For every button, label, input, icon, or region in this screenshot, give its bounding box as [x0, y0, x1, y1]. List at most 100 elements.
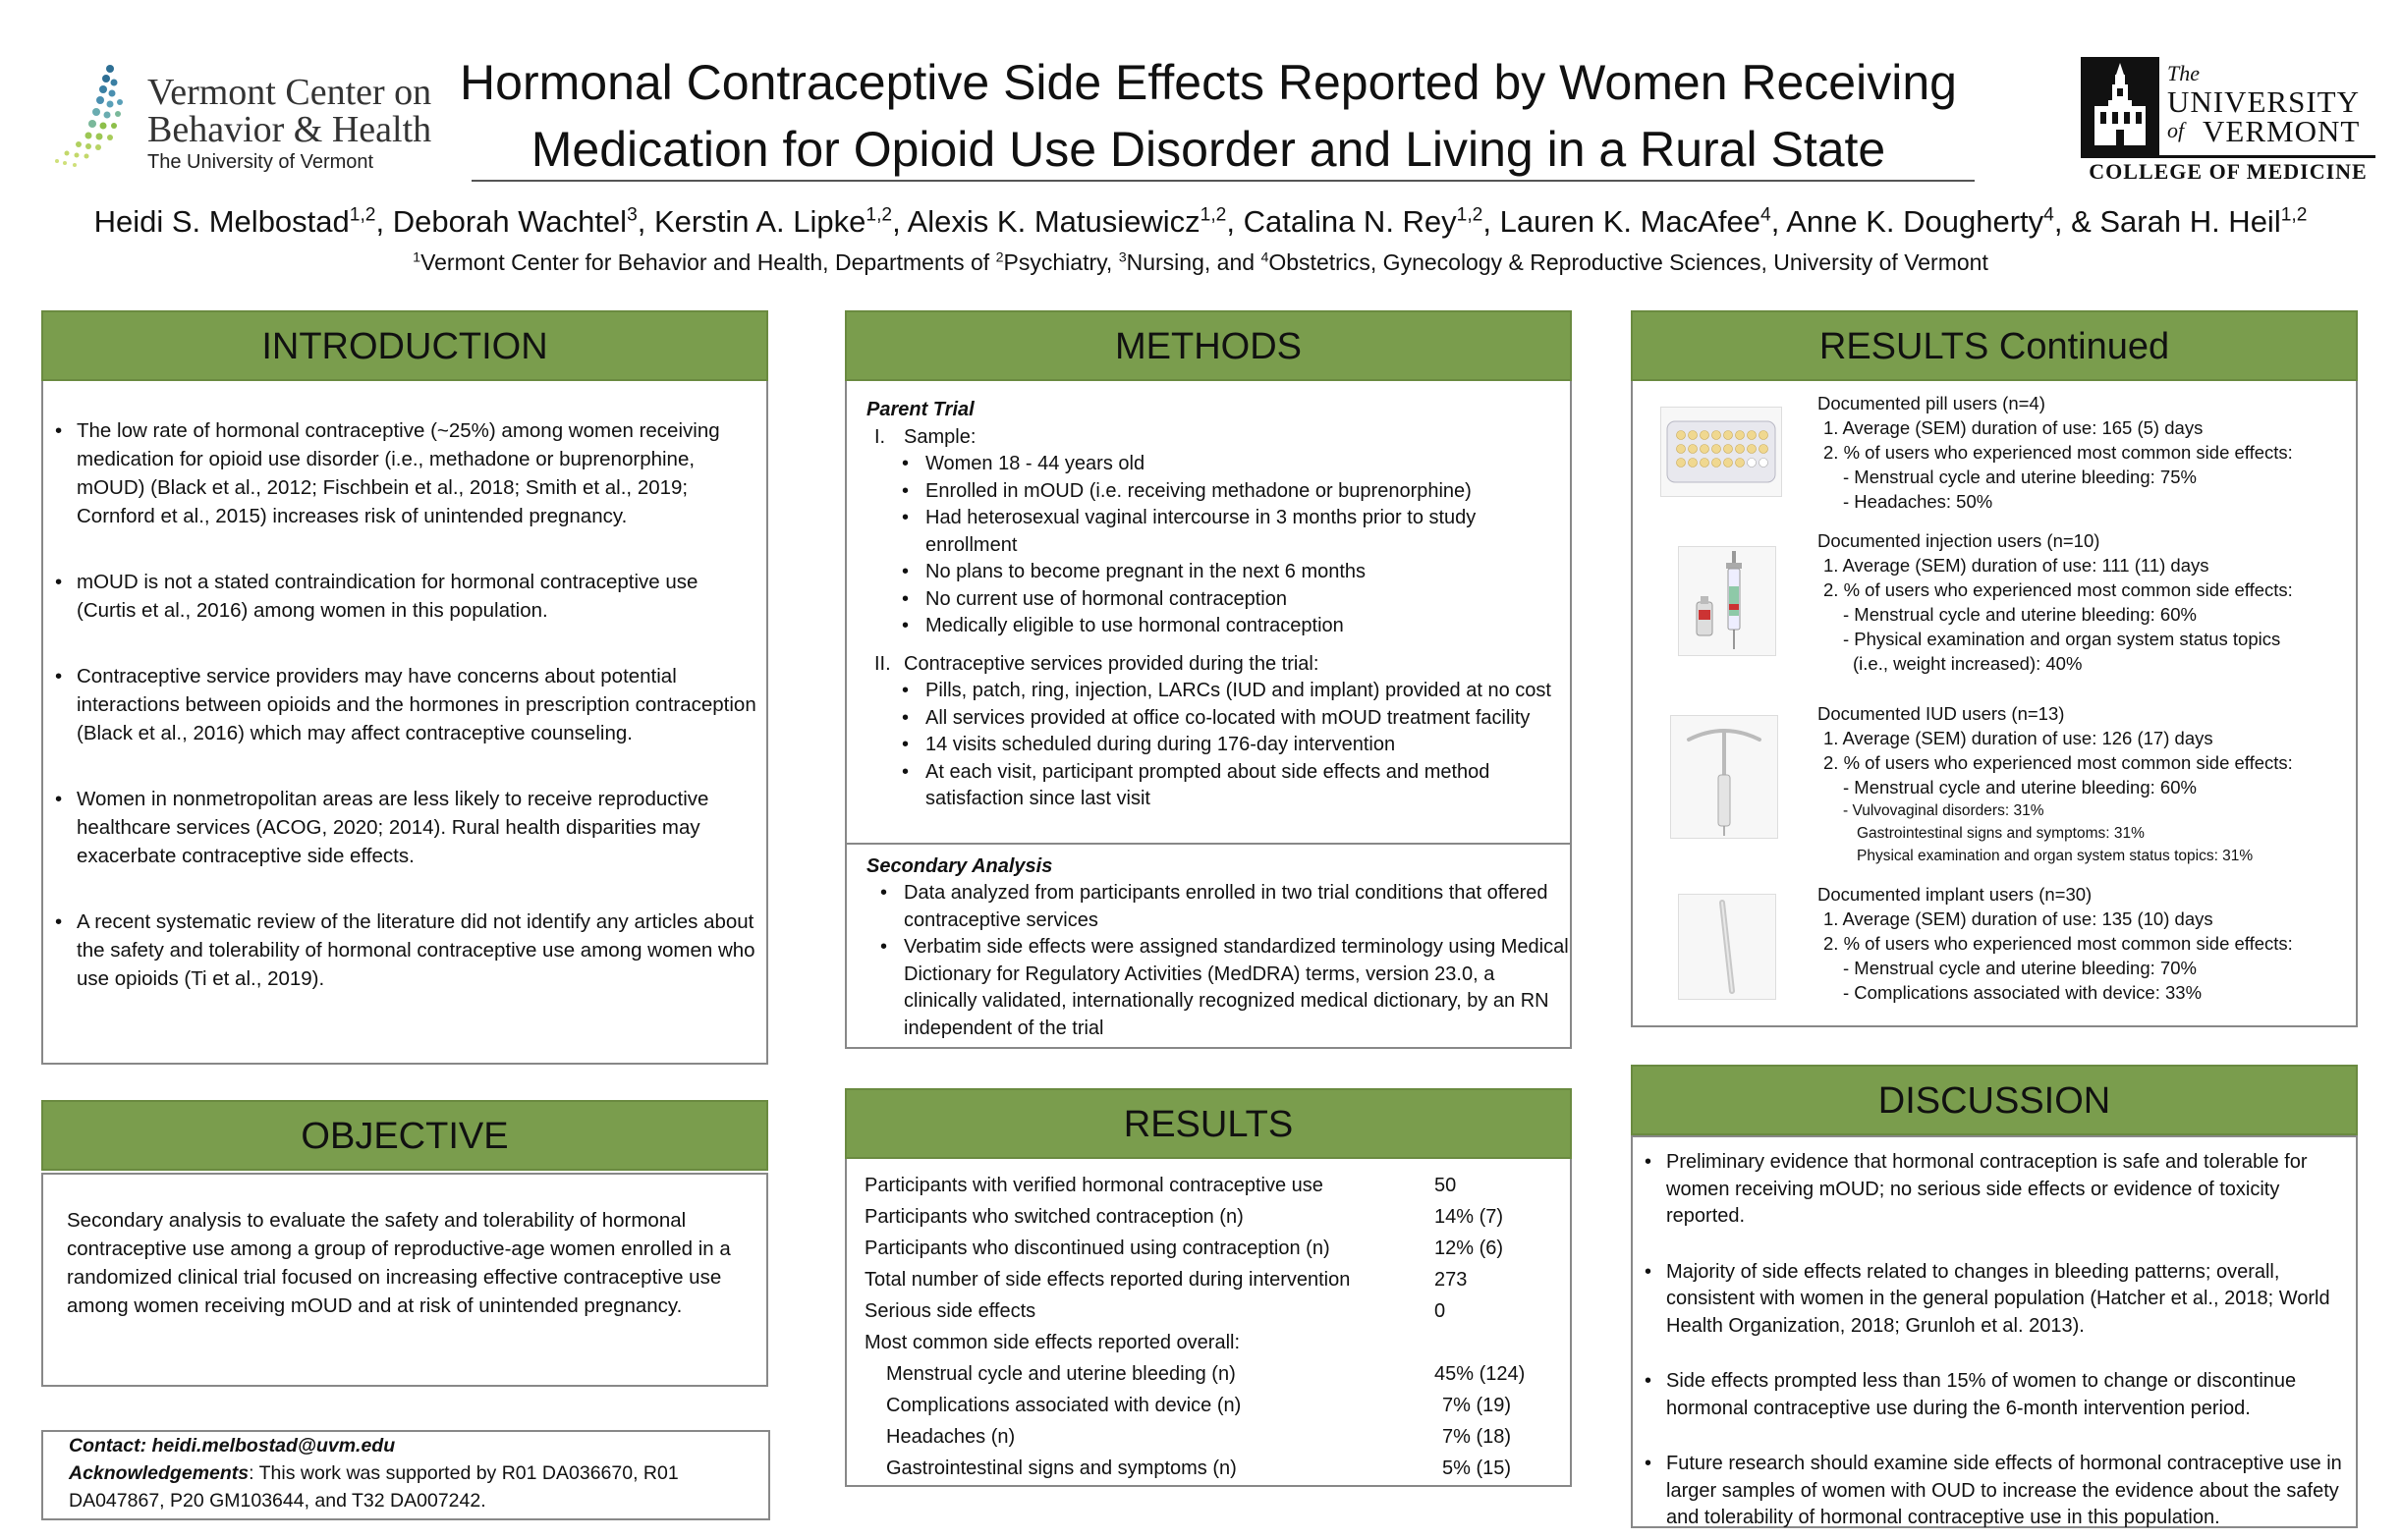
methods-heading: METHODS — [845, 310, 1572, 381]
list-item: Enrolled in mOUD (i.e. receiving methado… — [866, 478, 1569, 506]
vcbh-dots-icon — [55, 65, 123, 167]
table-row-label: Most common side effects reported overal… — [865, 1332, 1241, 1353]
list-item: The low rate of hormonal contraceptive (… — [51, 416, 758, 530]
iud-icon — [1687, 729, 1761, 836]
methods-divider — [845, 843, 1572, 845]
table-row-value: 12% (6) — [1434, 1238, 1504, 1259]
list-item: - Headaches: 50% — [1843, 491, 1993, 512]
pill-pack-image — [1660, 407, 1782, 497]
introduction-list: The low rate of hormonal contraceptive (… — [51, 416, 758, 1030]
pill-users-block: Documented pill users (n=4) 1. Average (… — [1817, 391, 2348, 514]
author: Catalina N. Rey1,2, — [1243, 204, 1500, 239]
pill-users-title: Documented pill users (n=4) — [1817, 393, 2045, 413]
poster-title: Hormonal Contraceptive Side Effects Repo… — [432, 49, 1984, 183]
vcbh-logo-line2: Behavior & Health — [147, 109, 432, 150]
uvm-logo-vermont: VERMONT — [2203, 114, 2361, 148]
contact-email: Contact: heidi.melbostad@uvm.edu — [69, 1435, 396, 1457]
table-row-value: 7% (19) — [1442, 1395, 1512, 1416]
title-divider — [472, 180, 1975, 182]
list-item: - Physical examination and organ system … — [1843, 629, 2281, 649]
list-item: (i.e., weight increased): 40% — [1853, 653, 2083, 674]
uvm-building-icon — [2081, 57, 2159, 155]
table-row-label: Participants who switched contraception … — [865, 1206, 1244, 1228]
implant-users-block: Documented implant users (n=30) 1. Avera… — [1817, 882, 2348, 1005]
list-item: Contraceptive service providers may have… — [51, 662, 758, 747]
list-item: Data analyzed from participants enrolled… — [866, 880, 1569, 934]
list-item: A recent systematic review of the litera… — [51, 908, 758, 993]
injection-image — [1678, 546, 1776, 656]
list-item: Side effects prompted less than 15% of w… — [1641, 1368, 2348, 1422]
author-list: Heidi S. Melbostad1,2, Deborah Wachtel3,… — [0, 204, 2401, 240]
table-row-value: 50 — [1434, 1175, 1457, 1196]
table-row-value: 14% (7) — [1434, 1206, 1504, 1228]
uvm-logo-college: COLLEGE OF MEDICINE — [2089, 159, 2368, 184]
table-row-value: 7% (18) — [1442, 1426, 1512, 1448]
iud-users-block: Documented IUD users (n=13) 1. Average (… — [1817, 701, 2348, 867]
table-row-value: 45% (124) — [1434, 1363, 1526, 1385]
list-item: 1. Average (SEM) duration of use: 111 (1… — [1823, 555, 2209, 576]
uvm-logo-the: The — [2167, 61, 2200, 85]
list-item: 2. % of users who experienced most commo… — [1823, 442, 2293, 463]
uvm-logo-rule — [2081, 155, 2375, 158]
list-item: Pills, patch, ring, injection, LARCs (IU… — [866, 678, 1569, 705]
author: Deborah Wachtel3, — [392, 204, 654, 239]
list-item: 1. Average (SEM) duration of use: 126 (1… — [1823, 728, 2213, 748]
list-item: Future research should examine side effe… — [1641, 1451, 2348, 1532]
injection-users-title: Documented injection users (n=10) — [1817, 530, 2100, 551]
table-row-label: Menstrual cycle and uterine bleeding (n) — [886, 1363, 1236, 1385]
list-item: 2. % of users who experienced most commo… — [1823, 579, 2293, 600]
discussion-list: Preliminary evidence that hormonal contr… — [1641, 1149, 2348, 1540]
implant-image — [1678, 894, 1776, 1000]
author: Kerstin A. Lipke1,2, — [653, 204, 908, 239]
list-item: Medically eligible to use hormonal contr… — [866, 613, 1569, 640]
list-item: mOUD is not a stated contraindication fo… — [51, 568, 758, 625]
syringe-icon — [1696, 551, 1742, 649]
table-row-label: Participants who discontinued using cont… — [865, 1238, 1330, 1259]
methods-section-sample: I. Sample: — [874, 425, 977, 448]
objective-text: Secondary analysis to evaluate the safet… — [67, 1209, 731, 1317]
list-item: Women 18 - 44 years old — [866, 451, 1569, 478]
list-item: Gastrointestinal signs and symptoms: 31% — [1857, 825, 2145, 842]
implant-users-title: Documented implant users (n=30) — [1817, 884, 2093, 905]
table-row-label: Serious side effects — [865, 1300, 1036, 1322]
author: Alexis K. Matusiewicz1,2, — [907, 204, 1244, 239]
list-item: Physical examination and organ system st… — [1857, 848, 2254, 864]
title-line-2: Medication for Opioid Use Disorder and L… — [530, 122, 1886, 177]
list-item: Verbatim side effects were assigned stan… — [866, 934, 1569, 1042]
author: Heidi S. Melbostad1,2, — [93, 204, 393, 239]
list-item: 1. Average (SEM) duration of use: 135 (1… — [1823, 908, 2213, 929]
uvm-logo-of: of — [2167, 118, 2185, 142]
contact-panel — [41, 1430, 770, 1520]
iud-users-title: Documented IUD users (n=13) — [1817, 703, 2065, 724]
list-item: - Vulvovaginal disorders: 31% — [1843, 802, 2044, 819]
table-row-label: Headaches (n) — [886, 1426, 1016, 1448]
contact-block: Contact: heidi.melbostad@uvm.edu Acknowl… — [69, 1432, 756, 1514]
list-item: No current use of hormonal contraception — [866, 586, 1569, 614]
list-item: - Menstrual cycle and uterine bleeding: … — [1843, 604, 2197, 625]
results-continued-heading: RESULTS Continued — [1631, 310, 2358, 381]
list-item: Had heterosexual vaginal intercourse in … — [866, 505, 1569, 559]
table-row-label: Total number of side effects reported du… — [865, 1269, 1351, 1291]
list-item: - Menstrual cycle and uterine bleeding: … — [1843, 777, 2197, 798]
acknowledgements: Acknowledgements: This work was supporte… — [69, 1462, 679, 1512]
list-item: - Complications associated with device: … — [1843, 982, 2203, 1003]
objective-heading: OBJECTIVE — [41, 1100, 768, 1171]
introduction-heading: INTRODUCTION — [41, 310, 768, 381]
uvm-college-of-medicine-logo: The UNIVERSITY of VERMONT COLLEGE OF MED… — [2081, 57, 2375, 185]
injection-users-block: Documented injection users (n=10) 1. Ave… — [1817, 528, 2348, 676]
table-row-value: 0 — [1434, 1300, 1446, 1322]
list-item: Women in nonmetropolitan areas are less … — [51, 785, 758, 870]
results-heading: RESULTS — [845, 1088, 1572, 1159]
table-row-label: Participants with verified hormonal cont… — [865, 1175, 1323, 1196]
list-item: All services provided at office co-locat… — [866, 705, 1569, 733]
parent-trial-title: Parent Trial — [866, 399, 975, 420]
list-item: - Menstrual cycle and uterine bleeding: … — [1843, 958, 2197, 978]
vcbh-logo: Vermont Center on Behavior & Health The … — [49, 63, 462, 181]
list-item: Preliminary evidence that hormonal contr… — [1641, 1149, 2348, 1231]
secondary-analysis-title: Secondary Analysis — [866, 854, 1053, 877]
methods-section-services: II. Contraceptive services provided durin… — [874, 652, 1319, 675]
objective-panel — [41, 1173, 768, 1387]
discussion-heading: DISCUSSION — [1631, 1065, 2358, 1135]
table-row-label: Gastrointestinal signs and symptoms (n) — [886, 1458, 1237, 1479]
results-panel — [845, 1129, 1572, 1487]
